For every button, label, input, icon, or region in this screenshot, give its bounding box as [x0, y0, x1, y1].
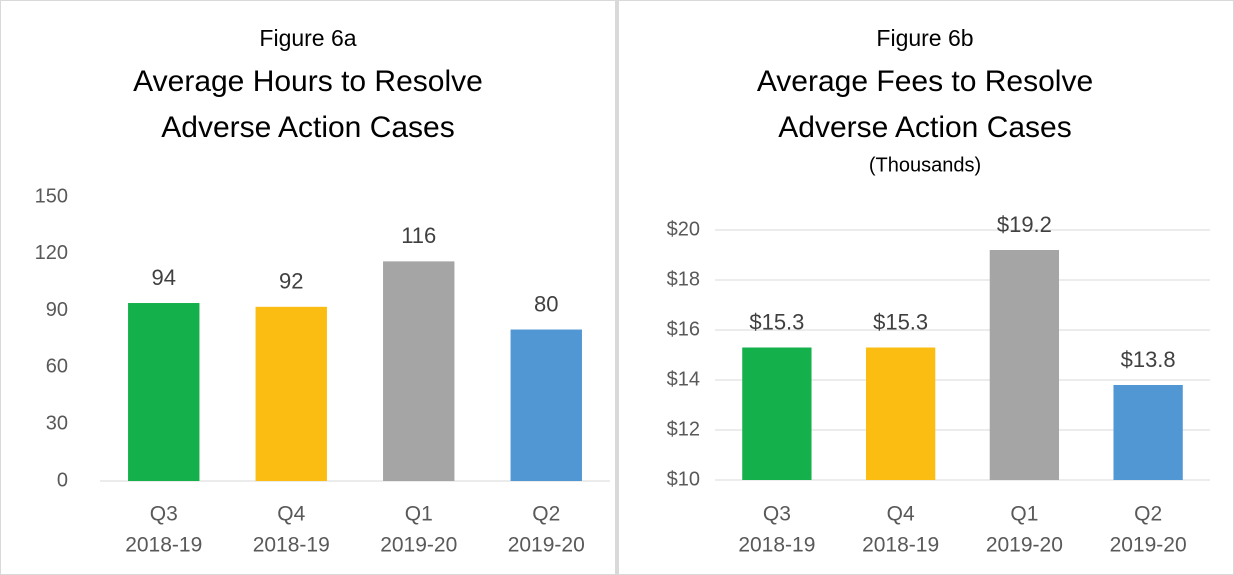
figure-label: Figure 6a	[259, 25, 356, 51]
x-tick-label: 2018-19	[738, 534, 815, 557]
x-tick-label: Q2	[532, 503, 560, 526]
bar	[128, 303, 200, 481]
x-tick-label: 2019-20	[1110, 534, 1187, 557]
bar	[510, 329, 582, 481]
data-label: $15.3	[749, 309, 804, 334]
y-tick-label: 150	[35, 185, 68, 207]
x-tick-label: 2018-19	[125, 534, 202, 557]
bar	[989, 250, 1060, 480]
data-label: 94	[152, 265, 176, 290]
y-tick-label: $16	[667, 318, 700, 340]
x-tick-label: 2019-20	[380, 534, 457, 557]
chart-subtitle: (Thousands)	[869, 154, 981, 176]
y-tick-label: $18	[667, 268, 700, 290]
bar	[1113, 385, 1183, 480]
figure-label: Figure 6b	[876, 25, 973, 51]
data-label: 92	[279, 269, 303, 294]
x-tick-label: Q1	[1010, 503, 1038, 526]
x-tick-label: Q4	[887, 503, 915, 526]
chart-title: Adverse Action Cases	[161, 111, 454, 144]
x-tick-label: 2019-20	[986, 534, 1063, 557]
y-tick-label: $10	[667, 468, 700, 490]
y-tick-label: 120	[35, 242, 68, 264]
chart-title: Adverse Action Cases	[778, 111, 1071, 144]
y-tick-label: 0	[57, 469, 68, 491]
x-tick-label: Q3	[150, 503, 178, 526]
x-tick-label: Q1	[405, 503, 433, 526]
chart-title: Average Fees to Resolve	[757, 65, 1093, 98]
x-tick-label: Q2	[1134, 503, 1162, 526]
data-label: $15.3	[873, 309, 928, 334]
x-tick-label: Q4	[277, 503, 305, 526]
y-tick-label: 90	[46, 299, 68, 321]
y-tick-label: $20	[667, 218, 700, 240]
data-label: $13.8	[1121, 347, 1176, 372]
x-tick-label: 2019-20	[508, 534, 585, 557]
chart-title: Average Hours to Resolve	[133, 65, 483, 98]
data-label: 116	[401, 223, 436, 248]
bar	[383, 261, 455, 481]
data-label: $19.2	[997, 212, 1052, 237]
y-tick-label: 30	[46, 412, 68, 434]
bar	[865, 347, 936, 480]
bar	[255, 306, 327, 481]
x-tick-label: 2018-19	[253, 534, 330, 557]
y-tick-label: $12	[667, 418, 700, 440]
y-tick-label: 60	[46, 356, 68, 378]
y-tick-label: $14	[667, 368, 700, 390]
bar	[742, 347, 812, 480]
data-label: 80	[534, 291, 558, 316]
x-tick-label: Q3	[763, 503, 791, 526]
x-tick-label: 2018-19	[862, 534, 939, 557]
